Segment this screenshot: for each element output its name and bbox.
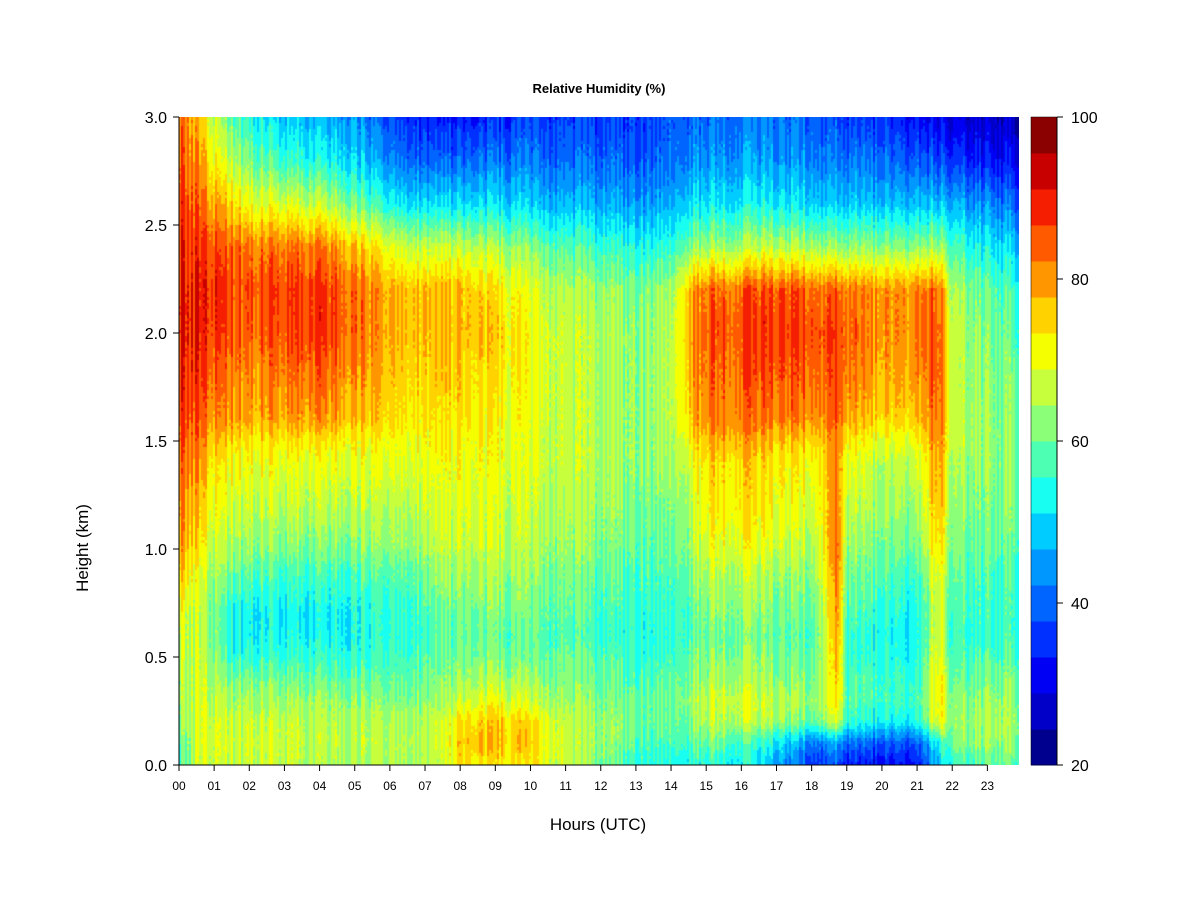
- x-axis: 00 01 02 03 04 05 06 07 08 09 10 11 12 13 14 15 16 17 18 19…: [172, 764, 995, 793]
- x-tick-label: 21: [910, 779, 924, 793]
- y-tick-label: 3.0: [145, 110, 167, 127]
- plot-area: [179, 117, 1019, 765]
- colorbar-swatch: [1031, 657, 1057, 694]
- colorbar-tick-label: 100: [1071, 110, 1098, 127]
- x-tick-label: 14: [664, 779, 678, 793]
- colorbar-swatch: [1031, 585, 1057, 622]
- colorbar-swatch: [1031, 297, 1057, 334]
- x-tick-label: 11: [559, 779, 572, 793]
- colorbar-swatch: [1031, 189, 1057, 226]
- x-tick-label: 03: [278, 779, 292, 793]
- y-tick-label: 0.0: [145, 758, 167, 775]
- x-tick-label: 06: [383, 779, 397, 793]
- y-axis-label: Height (km): [73, 504, 92, 592]
- x-axis-label: Hours (UTC): [550, 815, 646, 834]
- x-tick-label: 01: [207, 779, 221, 793]
- x-tick-label: 08: [453, 779, 467, 793]
- y-tick-label: 1.5: [145, 434, 167, 451]
- colorbar-swatch: [1031, 477, 1057, 514]
- x-tick-label: 17: [770, 779, 784, 793]
- x-tick-label: 13: [629, 779, 643, 793]
- colorbar-tick-label: 80: [1071, 272, 1089, 289]
- y-tick-label: 2.0: [145, 326, 167, 343]
- x-tick-label: 16: [735, 779, 749, 793]
- colorbar: [1030, 116, 1058, 766]
- colorbar-tick-label: 20: [1071, 758, 1089, 775]
- x-tick-label: 07: [418, 779, 432, 793]
- y-axis: 0.0 0.5 1.0 1.5 2.0 2.5 3.0: [145, 110, 180, 775]
- colorbar-swatch: [1031, 117, 1057, 154]
- colorbar-tick-label: 60: [1071, 434, 1089, 451]
- colorbar-swatch: [1031, 513, 1057, 550]
- colorbar-tick-label: 40: [1071, 596, 1089, 613]
- colorbar-swatch: [1031, 261, 1057, 298]
- x-tick-label: 09: [489, 779, 503, 793]
- x-tick-label: 18: [805, 779, 819, 793]
- colorbar-swatch: [1031, 333, 1057, 370]
- x-tick-label: 20: [875, 779, 889, 793]
- x-tick-label: 12: [594, 779, 608, 793]
- colorbar-swatch: [1031, 693, 1057, 730]
- x-tick-label: 05: [348, 779, 362, 793]
- colorbar-swatch: [1031, 225, 1057, 262]
- x-tick-label: 02: [243, 779, 257, 793]
- x-tick-label: 22: [946, 779, 960, 793]
- colorbar-axis: 20 40 60 80 100: [1056, 110, 1098, 775]
- chart-title: Relative Humidity (%): [533, 81, 666, 96]
- colorbar-swatch: [1031, 549, 1057, 586]
- colorbar-swatch: [1031, 729, 1057, 766]
- x-tick-label: 04: [313, 779, 327, 793]
- colorbar-swatch: [1031, 153, 1057, 190]
- y-tick-label: 0.5: [145, 650, 167, 667]
- heatmap-cells: [179, 117, 1019, 765]
- colorbar-swatch: [1031, 369, 1057, 406]
- colorbar-swatch: [1031, 405, 1057, 442]
- colorbar-swatch: [1031, 621, 1057, 658]
- y-tick-label: 1.0: [145, 542, 167, 559]
- x-tick-label: 15: [700, 779, 714, 793]
- x-tick-label: 19: [840, 779, 854, 793]
- x-tick-label: 00: [172, 779, 186, 793]
- y-tick-label: 2.5: [145, 218, 167, 235]
- x-tick-label: 23: [981, 779, 995, 793]
- colorbar-swatch: [1031, 441, 1057, 478]
- x-tick-label: 10: [524, 779, 538, 793]
